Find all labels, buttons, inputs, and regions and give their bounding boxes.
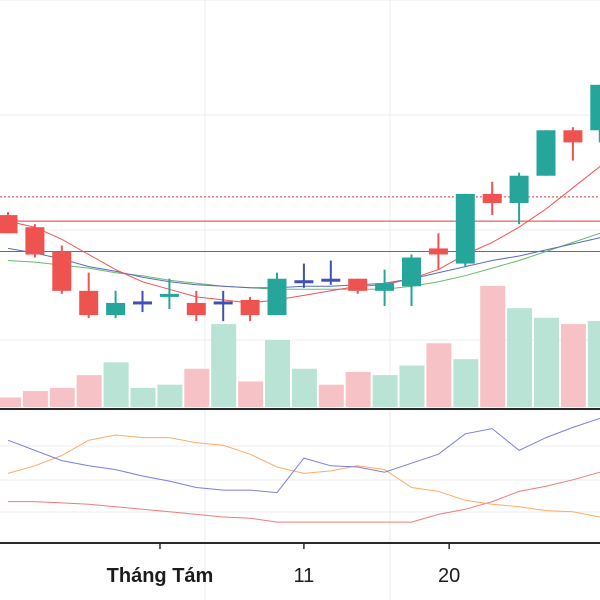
volume-bar: [480, 285, 506, 407]
volume-bar: [103, 362, 129, 407]
candle-body: [25, 227, 45, 255]
volume-bar: [76, 375, 102, 407]
candle-body: [0, 215, 18, 234]
candle-body: [482, 193, 502, 203]
candle-body: [590, 84, 600, 131]
candle-body: [294, 280, 314, 284]
candle-body: [186, 302, 206, 316]
volume-bar: [587, 320, 600, 407]
candle-body: [348, 278, 368, 291]
candle-body: [402, 257, 421, 287]
volume-bar: [560, 324, 586, 407]
candle-body: [536, 130, 556, 176]
ma-slow-line: [7, 237, 600, 289]
volume-layer: [0, 285, 600, 407]
candle-body: [106, 302, 126, 316]
volume-bar: [0, 397, 21, 407]
volume-bar: [291, 368, 317, 407]
candle-body: [321, 278, 341, 282]
moving-average-layer: [7, 165, 600, 304]
x-tick-label: 20: [438, 565, 460, 587]
volume-bar: [453, 359, 479, 407]
volume-bar: [534, 317, 559, 407]
volume-bar: [49, 387, 75, 407]
volume-bar: [22, 391, 48, 407]
x-axis: Tháng Tám 11 20: [107, 543, 460, 587]
oscillator-layer: [7, 417, 600, 523]
candle-body: [240, 299, 260, 316]
volume-bar: [211, 324, 237, 407]
volume-bar: [507, 308, 533, 407]
candle-body: [428, 248, 448, 255]
candle-body: [267, 278, 287, 316]
candle-body: [52, 251, 72, 291]
x-tick-label: Tháng Tám: [107, 565, 214, 587]
oscillator-line-c: [8, 471, 600, 523]
volume-bar: [157, 384, 183, 407]
level-layer: [0, 196, 600, 252]
volume-bar: [184, 368, 210, 407]
volume-bar: [399, 365, 425, 407]
volume-bar: [265, 340, 290, 407]
candle-body: [79, 290, 99, 316]
candle-layer: [0, 84, 600, 322]
candle-body: [375, 283, 395, 291]
x-tick-label: 11: [294, 565, 315, 587]
candle-body: [563, 130, 583, 143]
ma-fast-line: [7, 165, 600, 304]
ma-mid-line: [7, 232, 600, 290]
candle-body: [213, 301, 233, 305]
candle-body: [455, 193, 475, 264]
volume-bar: [345, 371, 371, 407]
volume-bar: [318, 384, 344, 407]
oscillator-line-b: [7, 434, 600, 518]
volume-bar: [426, 343, 452, 407]
candle-body: [509, 175, 529, 203]
candle-body: [159, 293, 179, 297]
volume-bar: [372, 375, 398, 407]
oscillator-line-a: [7, 417, 600, 494]
volume-bar: [238, 381, 264, 407]
volume-bar: [130, 387, 156, 407]
candle-body: [133, 301, 152, 305]
